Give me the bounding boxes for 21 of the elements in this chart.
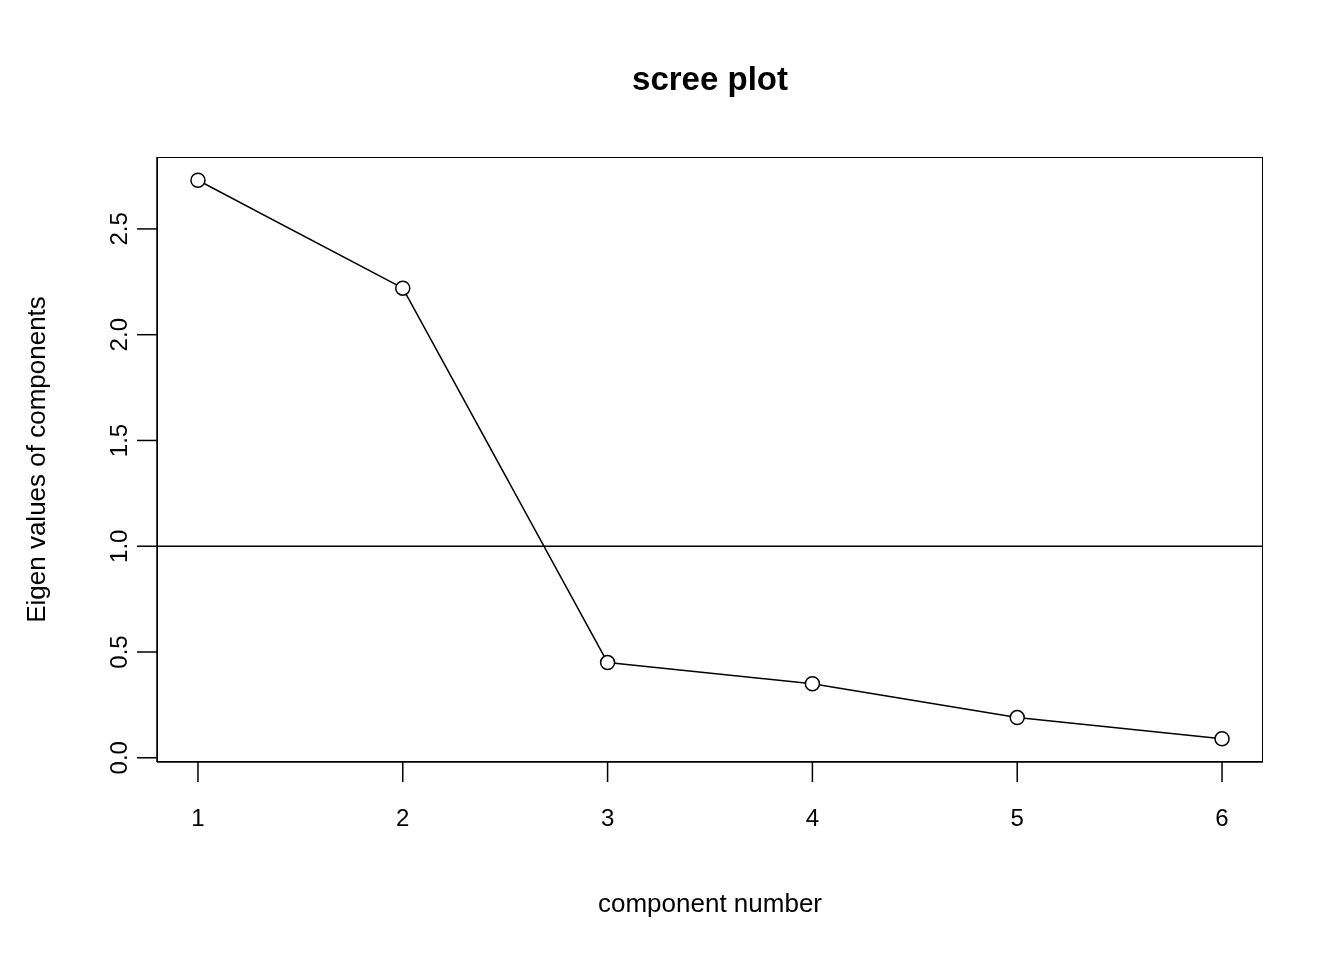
y-tick-label: 1.5: [105, 423, 132, 458]
y-tick-label: 0.5: [105, 635, 132, 669]
chart-title: scree plot: [631, 60, 789, 98]
y-tick-label: 0.0: [105, 741, 132, 775]
y-tick-label: 1.0: [105, 529, 132, 563]
y-axis-title: Eigen values of components: [21, 296, 52, 623]
x-tick-label: 6: [1215, 804, 1229, 831]
x-tick-label: 3: [600, 804, 615, 831]
point: [1214, 730, 1230, 747]
y-tick-label: 2.0: [105, 318, 132, 352]
point: [804, 675, 821, 692]
y-tick-label: 2.5: [105, 212, 132, 246]
x-tick-label: 2: [396, 804, 410, 831]
point: [599, 654, 616, 671]
point: [190, 172, 206, 189]
point: [1009, 709, 1025, 726]
x-tick-label: 4: [805, 804, 820, 831]
x-tick-label: 1: [191, 804, 205, 831]
x-axis-title: component number: [597, 888, 823, 918]
point: [395, 280, 411, 296]
x-tick-label: 5: [1010, 804, 1024, 831]
